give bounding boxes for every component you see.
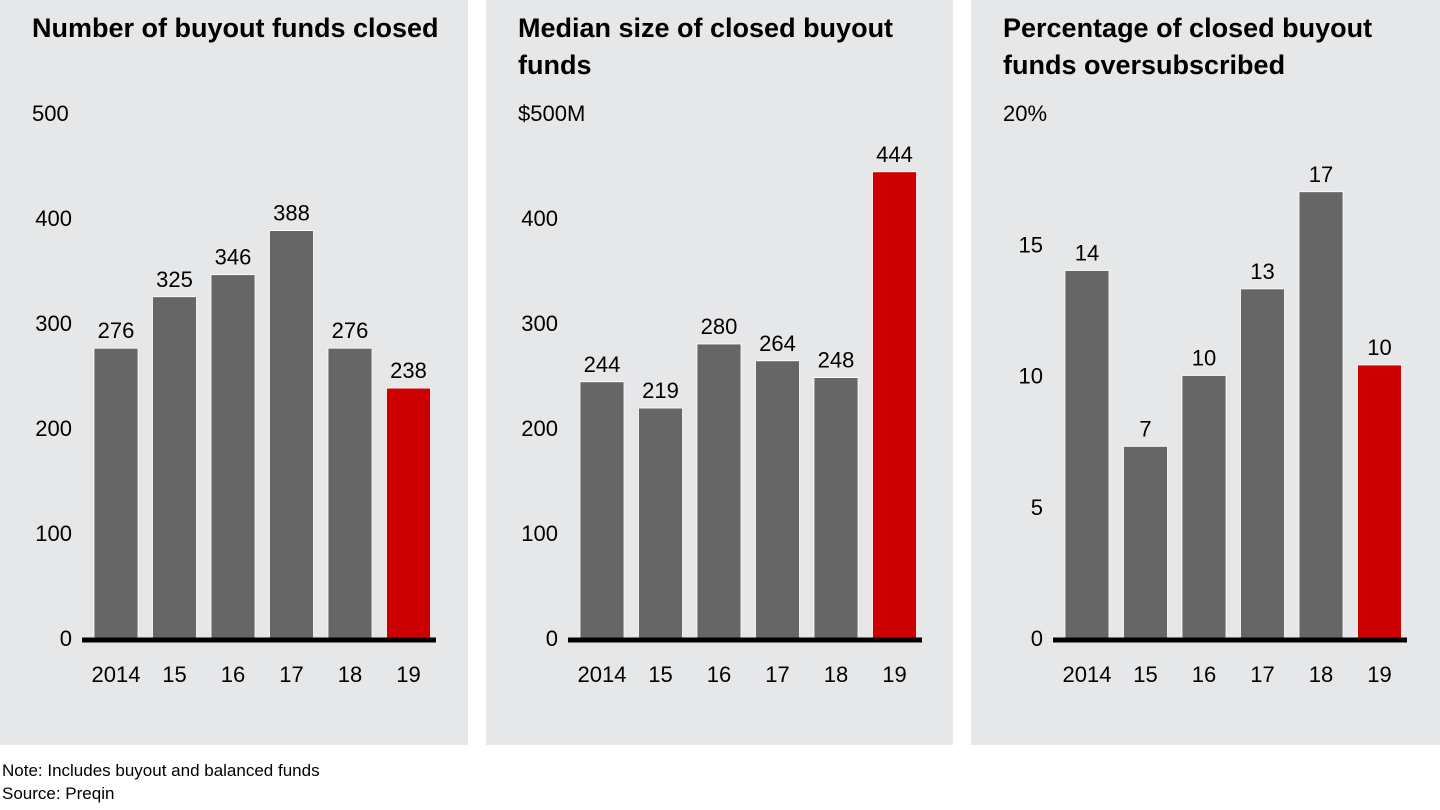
chart-title: Median size of closed buyout funds [518,13,894,80]
chart-median-size: 0 100 200 300 400 $500M 244 2014 219 15 280 16 264 17… [518,101,922,687]
x-tick-label: 17 [279,662,303,687]
y-tick-label: 200 [521,416,558,441]
y-tick-label: 5 [1031,495,1043,520]
bar-2014 [579,381,625,639]
data-label: 280 [701,314,738,339]
bar-19 [1357,364,1402,639]
bar-16 [210,274,256,639]
x-tick-label: 17 [765,662,789,687]
bar-15 [152,296,197,639]
bar-15 [1123,445,1168,639]
y-tick-label: 300 [521,311,558,336]
y-tick-label: 10 [1019,364,1043,389]
bar-19 [386,387,431,639]
y-tick-label: 20% [1003,101,1047,126]
data-label: 244 [584,352,621,377]
data-label: 7 [1139,416,1151,441]
y-tick-label: 0 [1031,626,1043,651]
x-tick-label: 18 [1309,662,1333,687]
bar-16 [696,343,742,639]
data-label: 13 [1250,259,1274,284]
x-tick-label: 16 [221,662,245,687]
bar-2014 [1064,270,1110,639]
y-tick-label: 200 [35,416,72,441]
data-label: 276 [332,318,369,343]
bar-18 [813,377,859,639]
y-tick-label: 300 [35,311,72,336]
data-label: 10 [1367,335,1391,360]
data-label: 264 [759,331,796,356]
y-tick-label: 100 [521,521,558,546]
x-tick-label: 19 [882,662,906,687]
y-tick-label: 100 [35,521,72,546]
bar-19 [872,171,917,639]
x-tick-label: 19 [396,662,420,687]
y-tick-label: 0 [60,626,72,651]
chart-oversubscribed: 0 5 10 15 20% 14 2014 7 15 10 16 13 17 17 18 10 19 [1003,101,1407,687]
bar-17 [269,230,314,639]
y-tick-label: 400 [35,206,72,231]
y-tick-label: 0 [546,626,558,651]
panel-funds-closed: Number of buyout funds closed 0 100 200 300… [0,0,468,745]
panel-oversubscribed: Percentage of closed buyout funds oversu… [971,0,1440,745]
y-tick-label: $500M [518,101,585,126]
x-tick-label: 15 [162,662,186,687]
bar-18 [327,347,373,639]
x-tick-label: 16 [1192,662,1216,687]
x-tick-label: 2014 [1063,662,1112,687]
footnote-note: Note: Includes buyout and balanced funds [2,761,320,780]
data-label: 219 [642,378,679,403]
x-tick-label: 2014 [92,662,141,687]
chart-funds-closed: 0 100 200 300 400 500 276 2014 325 15 346 16 388 17 27… [32,101,436,687]
x-tick-label: 2014 [578,662,627,687]
data-label: 444 [876,142,913,167]
y-tick-label: 400 [521,206,558,231]
footnote-source: Source: Preqin [2,784,115,803]
data-label: 276 [98,318,135,343]
x-tick-label: 16 [707,662,731,687]
data-label: 248 [818,348,855,373]
data-label: 325 [156,267,193,292]
x-tick-label: 18 [338,662,362,687]
y-tick-label: 500 [32,101,69,126]
bar-18 [1298,191,1344,639]
data-label: 346 [215,245,252,270]
data-label: 14 [1075,241,1099,266]
y-tick-label: 15 [1019,232,1043,257]
data-label: 238 [390,358,427,383]
panel-median-size: Median size of closed buyout funds 0 100 2… [486,0,953,745]
bar-2014 [93,347,139,639]
chart-title: Number of buyout funds closed [32,13,439,43]
x-tick-label: 19 [1367,662,1391,687]
bar-17 [1240,288,1285,639]
x-tick-label: 15 [648,662,672,687]
x-tick-label: 18 [824,662,848,687]
data-label: 17 [1309,162,1333,187]
chart-title: Percentage of closed buyout funds oversu… [1003,13,1373,80]
bar-17 [755,360,800,639]
x-tick-label: 15 [1133,662,1157,687]
data-label: 10 [1192,346,1216,371]
bar-15 [638,407,683,639]
bar-16 [1181,375,1227,639]
data-label: 388 [273,201,310,226]
x-tick-label: 17 [1250,662,1274,687]
